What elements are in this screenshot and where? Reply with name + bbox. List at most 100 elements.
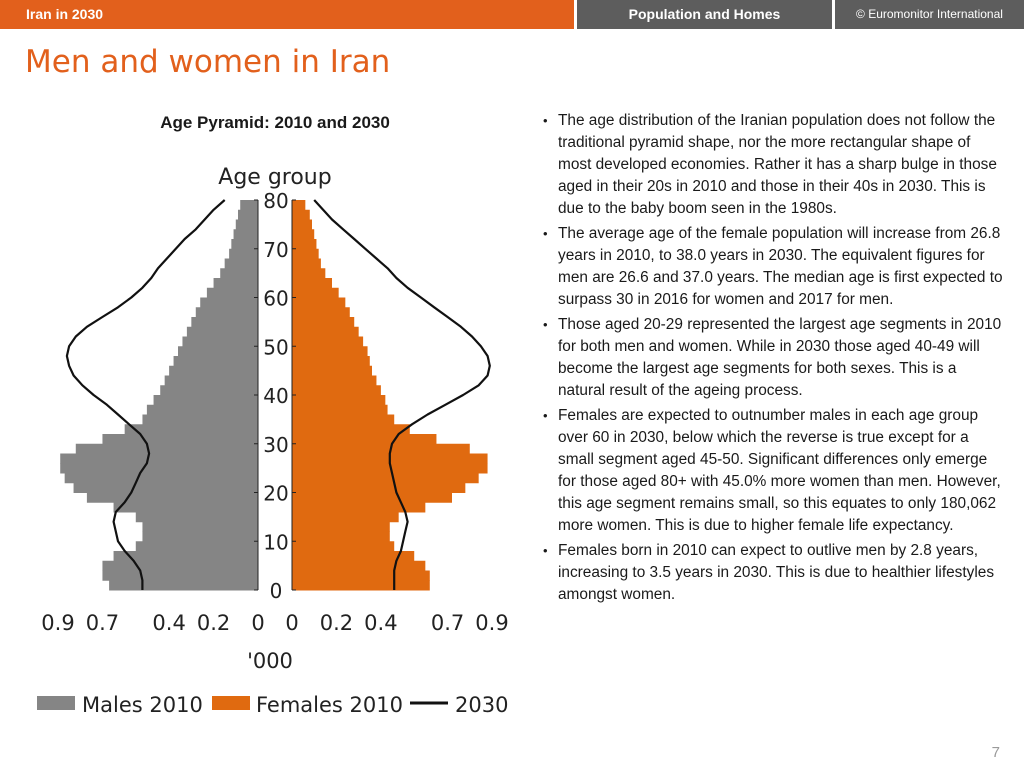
male-2010-bar: [206, 287, 258, 298]
male-2010-bar: [113, 502, 258, 513]
legend-label-2030: 2030: [455, 693, 508, 717]
female-2030-line: [313, 199, 491, 590]
male-2010-bar: [195, 307, 258, 318]
y-tick-label: 80: [263, 189, 288, 213]
female-2010-bar: [292, 278, 332, 289]
bullet-item: • Females are expected to outnumber males…: [543, 405, 1003, 537]
male-2010-bar: [200, 297, 258, 308]
female-2010-bar: [292, 375, 377, 386]
female-2010-bar: [292, 512, 399, 523]
y-tick-label: 20: [263, 482, 288, 506]
legend-label-females-2010: Females 2010: [256, 693, 403, 717]
x-axis-title: '000: [247, 649, 293, 673]
x-tick-label-left: 0.7: [86, 611, 119, 635]
y-tick-label: 50: [263, 335, 288, 359]
male-2010-bar: [173, 356, 258, 367]
male-2010-bar: [169, 365, 258, 376]
female-2010-bar: [292, 248, 319, 259]
x-tick-label-left: 0.2: [197, 611, 230, 635]
male-2010-bar: [191, 317, 258, 328]
male-2010-bar: [231, 239, 258, 250]
female-2010-bar: [292, 200, 306, 211]
male-2010-bar: [233, 229, 258, 240]
male-2010-bar: [102, 560, 258, 571]
male-2010-bar: [102, 434, 258, 445]
male-2010-bar: [135, 541, 258, 552]
male-2010-bar: [160, 385, 258, 396]
male-2010-bar: [124, 424, 259, 435]
female-2010-bar: [292, 443, 470, 454]
male-2010-bar: [224, 258, 258, 269]
female-2010-bar: [292, 434, 437, 445]
female-2010-bar: [292, 463, 488, 474]
female-2010-bar: [292, 365, 372, 376]
female-2010-bar: [292, 482, 466, 493]
y-tick-label: 70: [263, 238, 288, 262]
bullet-text: Those aged 20-29 represented the largest…: [558, 316, 1002, 399]
x-tick-label-right: 0.7: [431, 611, 464, 635]
female-2010-bar: [292, 356, 370, 367]
page-number: 7: [991, 744, 1000, 761]
copyright-label: © Euromonitor International: [835, 0, 1024, 29]
female-2010-bar: [292, 492, 452, 503]
male-2010-bar: [146, 404, 258, 415]
male-2010-bar: [220, 268, 258, 279]
y-axis-title: Age group: [218, 165, 331, 190]
female-2010-bar: [292, 239, 317, 250]
slide-title: Men and women in Iran: [25, 44, 391, 80]
male-2010-bar: [75, 443, 259, 454]
male-2010-bar: [113, 551, 258, 562]
female-2010-bar: [292, 414, 395, 425]
female-2010-bar: [292, 229, 315, 240]
male-2010-bar: [238, 209, 258, 220]
female-2010-bar: [292, 424, 410, 435]
legend-label-males-2010: Males 2010: [82, 693, 203, 717]
chart-title: Age Pyramid: 2010 and 2030: [160, 113, 390, 132]
bullet-dot: •: [543, 543, 548, 558]
female-2010-bar: [292, 326, 359, 337]
female-2010-bar: [292, 297, 346, 308]
bullet-item: • The age distribution of the Iranian pop…: [543, 110, 1003, 220]
x-tick-label-right: 0.9: [475, 611, 508, 635]
male-2010-bar: [102, 570, 258, 581]
bullet-item: • The average age of the female populatio…: [543, 223, 1003, 311]
y-tick-label: 60: [263, 287, 288, 311]
female-2010-bar: [292, 473, 479, 484]
bullet-dot: •: [543, 408, 548, 423]
female-2010-bar: [292, 551, 415, 562]
x-tick-label-left: 0.4: [152, 611, 185, 635]
male-2010-bar: [240, 200, 258, 211]
y-tick-label: 40: [263, 384, 288, 408]
bullet-list: • The age distribution of the Iranian pop…: [543, 110, 1003, 609]
female-2010-bar: [292, 531, 390, 542]
bullet-dot: •: [543, 226, 548, 241]
x-tick-label-right: 0: [285, 611, 298, 635]
male-2010-bar: [235, 219, 258, 230]
female-2010-bar: [292, 521, 390, 532]
female-2010-bar: [292, 541, 395, 552]
male-2010-bar: [64, 473, 259, 484]
legend-swatch-males-2010: [37, 696, 75, 710]
bullet-text: Females born in 2010 can expect to outli…: [558, 542, 995, 603]
male-2010-bar: [164, 375, 258, 386]
male-2030-line: [65, 199, 226, 590]
female-2010-bar: [292, 336, 364, 347]
male-2010-bar: [142, 414, 258, 425]
female-2010-bar: [292, 404, 388, 415]
bullet-text: The average age of the female population…: [558, 225, 1003, 308]
female-2010-bar: [292, 502, 426, 513]
female-2010-bar: [292, 307, 350, 318]
male-2010-bar: [186, 326, 258, 337]
female-2010-bar: [292, 346, 368, 357]
male-2010-bar: [229, 248, 258, 259]
male-2010-bar: [60, 453, 258, 464]
male-2010-bar: [153, 395, 258, 406]
x-tick-label-right: 0.2: [320, 611, 353, 635]
y-tick-label: 10: [263, 530, 288, 554]
male-2010-bar: [213, 278, 258, 289]
header-bar: Iran in 2030 Population and Homes © Euro…: [0, 0, 1024, 30]
x-tick-label-right: 0.4: [364, 611, 397, 635]
bullet-dot: •: [543, 113, 548, 128]
male-2010-bar: [135, 512, 258, 523]
female-2010-bar: [292, 570, 430, 581]
